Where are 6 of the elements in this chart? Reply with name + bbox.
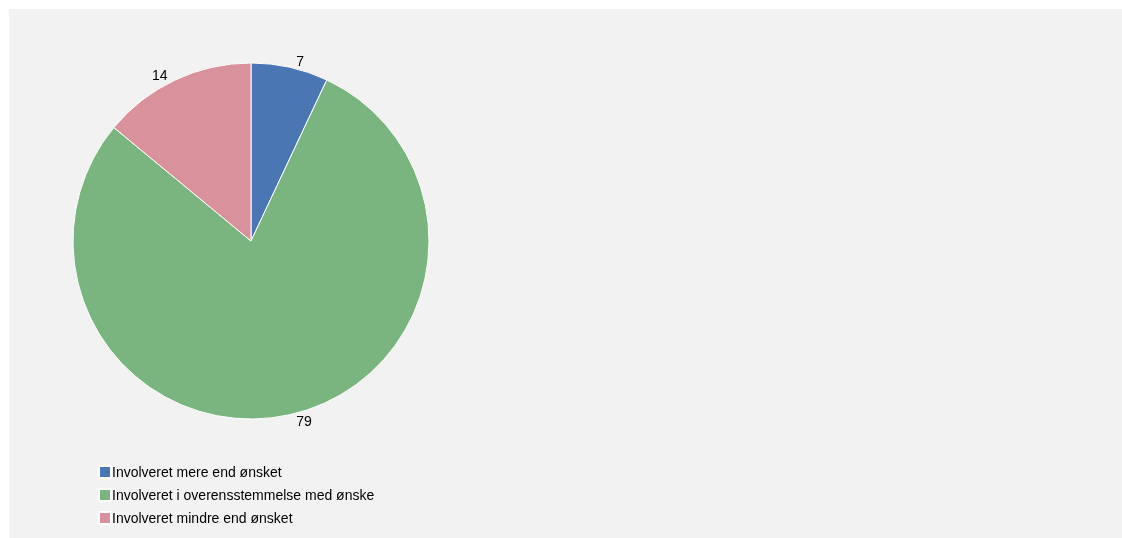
legend-label: Involveret mere end ønsket: [112, 464, 282, 480]
data-label: 79: [296, 412, 312, 429]
data-label: 14: [152, 66, 168, 83]
legend-label: Involveret i overensstemmelse med ønske: [112, 487, 375, 503]
data-label: 7: [296, 53, 305, 70]
legend-label: Involveret mindre end ønsket: [112, 510, 293, 526]
